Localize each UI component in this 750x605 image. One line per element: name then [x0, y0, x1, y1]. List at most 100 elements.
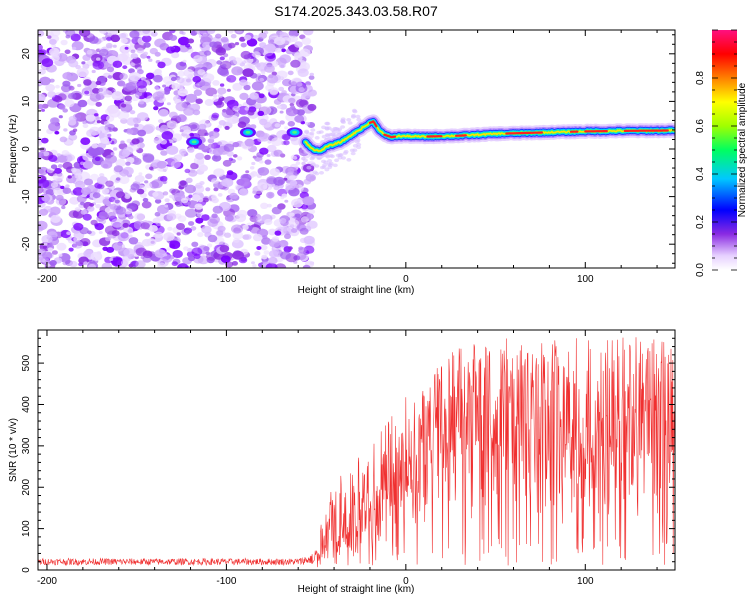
noise-blob — [121, 260, 130, 267]
noise-blob — [117, 111, 129, 120]
noise-blob — [231, 34, 237, 38]
noise-blob — [290, 224, 294, 227]
noise-blob — [65, 100, 75, 108]
noise-blob — [66, 35, 71, 39]
noise-blob — [80, 202, 85, 206]
noise-blob — [203, 246, 209, 251]
noise-blob — [88, 264, 96, 270]
x-tick-label: 100 — [577, 274, 594, 285]
noise-blob — [42, 58, 54, 67]
noise-blob — [216, 60, 222, 64]
y-tick-label: 200 — [21, 478, 32, 495]
noise-blob — [105, 181, 113, 187]
noise-blob — [130, 110, 136, 114]
noise-blob — [169, 28, 175, 33]
noise-blob — [232, 106, 240, 112]
noise-blob — [87, 50, 93, 55]
y-tick-label: -10 — [21, 189, 32, 204]
noise-blob — [58, 104, 65, 110]
colorbar-tick-label: 0.0 — [695, 263, 706, 277]
noise-blob — [119, 176, 130, 184]
noise-blob — [58, 164, 63, 168]
noise-blob — [173, 250, 183, 258]
signal-blob-center — [292, 131, 297, 134]
noise-blob — [314, 172, 319, 176]
noise-blob — [326, 134, 331, 138]
x-tick-label: -200 — [37, 576, 57, 587]
signal-blob-center — [192, 140, 197, 143]
colorbar: 0.00.20.40.60.8 Normalized spectral ampl… — [695, 30, 748, 277]
noise-blob — [275, 48, 282, 53]
noise-blob — [280, 196, 284, 199]
noise-blob — [259, 148, 268, 155]
noise-blob — [217, 125, 222, 129]
noise-blob — [107, 212, 116, 219]
noise-blob — [141, 77, 146, 81]
noise-blob — [220, 56, 225, 60]
noise-blob — [120, 141, 124, 144]
noise-blob — [261, 255, 267, 260]
noise-blob — [251, 116, 255, 119]
noise-blob — [136, 80, 147, 88]
noise-blob — [288, 168, 294, 173]
noise-blob — [105, 237, 111, 241]
noise-blob — [281, 37, 291, 45]
noise-blob — [52, 250, 58, 255]
noise-blob — [98, 87, 109, 95]
noise-blob — [297, 109, 305, 115]
y-tick-label: 0 — [21, 567, 32, 573]
snr-x-label: Height of straight line (km) — [298, 584, 415, 595]
noise-blob — [196, 98, 203, 104]
noise-blob — [112, 91, 124, 100]
noise-blob — [50, 215, 61, 223]
noise-blob — [160, 125, 168, 131]
figure-title: S174.2025.343.03.58.R07 — [274, 3, 438, 19]
noise-blob — [242, 225, 249, 230]
noise-blob — [142, 239, 152, 247]
noise-blob — [153, 92, 165, 101]
noise-blob — [121, 38, 128, 44]
noise-blob — [137, 48, 145, 54]
noise-blob — [238, 121, 247, 128]
noise-blob — [116, 191, 125, 198]
noise-blob — [224, 233, 231, 238]
noise-blob — [307, 221, 318, 229]
noise-blob — [121, 104, 126, 108]
noise-blob — [294, 41, 303, 48]
noise-blob — [217, 142, 222, 146]
noise-blob — [228, 43, 236, 49]
noise-blob — [258, 111, 265, 116]
noise-blob — [239, 188, 248, 195]
noise-blob — [130, 50, 135, 54]
noise-blob — [99, 231, 103, 234]
noise-blob — [204, 155, 211, 160]
noise-blob — [353, 110, 358, 114]
noise-blob — [251, 162, 255, 165]
noise-blob — [73, 241, 83, 249]
noise-blob — [172, 261, 178, 266]
noise-blob — [176, 102, 188, 111]
ridge-hot-segment — [506, 133, 542, 134]
noise-blob — [273, 177, 285, 186]
noise-blob — [279, 63, 286, 68]
noise-blob — [227, 170, 233, 175]
noise-blob — [110, 28, 119, 35]
noise-blob — [353, 144, 358, 148]
noise-blob — [234, 27, 244, 35]
noise-blob — [258, 167, 269, 176]
noise-blob — [111, 218, 123, 227]
noise-blob — [259, 160, 264, 163]
noise-blob — [95, 157, 101, 161]
noise-blob — [239, 178, 251, 187]
y-tick-label: 400 — [21, 396, 32, 413]
noise-blob — [235, 214, 246, 222]
heatmap-x-label: Height of straight line (km) — [298, 285, 415, 296]
noise-blob — [162, 131, 174, 140]
colorbar-gradient — [712, 30, 737, 270]
noise-blob — [99, 28, 107, 34]
noise-blob — [309, 132, 314, 136]
noise-blob — [83, 261, 88, 265]
noise-blob — [176, 62, 187, 71]
noise-blob — [104, 121, 110, 125]
noise-blob — [203, 73, 214, 82]
